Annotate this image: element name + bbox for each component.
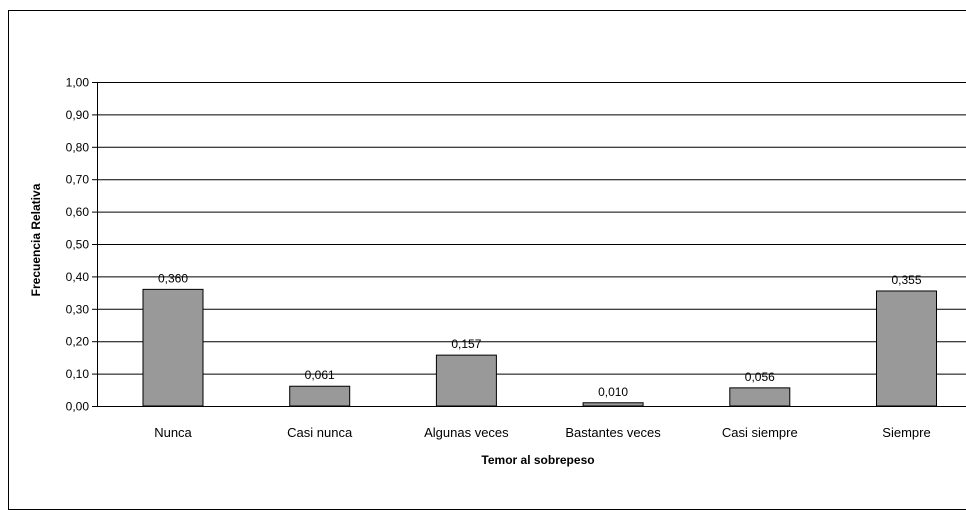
y-axis-title: Frecuencia Relativa [29,183,43,296]
data-label: 0,056 [745,370,775,384]
y-tick-label: 0,40 [66,270,90,284]
chart-frame [8,10,966,510]
x-axis-title: Temor al sobrepeso [481,453,594,467]
x-tick-label: Casi nunca [287,425,353,440]
y-tick-label: 0,60 [66,205,90,219]
grid-lines [92,82,966,407]
y-tick-label: 0,00 [66,400,90,414]
data-label: 0,355 [891,273,921,287]
bar [289,385,351,407]
data-label: 0,010 [598,385,628,399]
y-tick-label: 0,80 [66,140,90,154]
data-label: 0,157 [451,337,481,351]
y-tick-label: 0,20 [66,335,90,349]
bar [729,387,791,407]
labels: 0,00 0,10 0,20 0,30 0,40 0,50 0,60 0,70 0,80 0,90… [66,76,931,441]
x-tick-label: Casi siempre [722,425,798,440]
x-tick-label: Nunca [154,425,192,440]
data-label: 0,360 [158,271,188,285]
y-tick-label: 0,70 [66,173,90,187]
data-label: 0,061 [305,368,335,382]
bar [876,290,937,407]
chart-svg: 0,00 0,10 0,20 0,30 0,40 0,50 0,60 0,70 0,80 0,90… [29,76,966,467]
x-tick-label: Bastantes veces [565,425,661,440]
y-tick-label: 0,30 [66,302,90,316]
x-tick-label: Siempre [882,425,930,440]
y-tick-label: 0,10 [66,367,90,381]
bar [142,288,204,407]
x-tick-label: Algunas veces [424,425,509,440]
y-tick-label: 1,00 [66,76,90,90]
y-tick-label: 0,90 [66,108,90,122]
bars [142,288,937,407]
bar [582,402,644,407]
bar [435,354,497,407]
y-tick-label: 0,50 [66,238,90,252]
